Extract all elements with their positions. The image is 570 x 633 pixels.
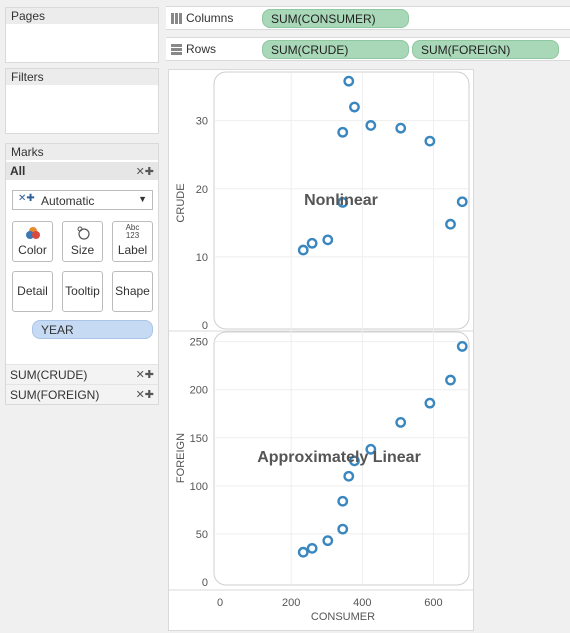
- top-pane-border: [213, 71, 470, 330]
- y-tick-label: 250: [190, 337, 208, 349]
- rows-icon: [171, 44, 182, 55]
- crude-point[interactable]: [424, 135, 436, 147]
- shape-label: Shape: [115, 284, 150, 298]
- drag-field-icon: ✕✚: [135, 369, 154, 381]
- scatter-chart-view[interactable]: 0 10 20 30 0 50 100 150 200 250 0 200 400 600 CRUDE F…: [168, 69, 474, 631]
- rows-pill-crude-label: SUM(CRUDE): [271, 43, 349, 57]
- foreign-point[interactable]: [306, 542, 318, 554]
- crude-point[interactable]: [395, 122, 407, 134]
- pages-shelf[interactable]: Pages: [5, 7, 159, 63]
- pages-title: Pages: [6, 8, 158, 24]
- marks-measure-foreign[interactable]: SUM(FOREIGN) ✕✚: [6, 384, 158, 404]
- size-icon: [77, 226, 90, 240]
- crude-point[interactable]: [349, 101, 360, 113]
- columns-pill-label: SUM(CONSUMER): [271, 12, 376, 26]
- drag-field-icon: ✕✚: [135, 166, 154, 178]
- x-tick-label: 400: [353, 597, 371, 609]
- size-button[interactable]: Size: [62, 221, 103, 262]
- color-label: Color: [18, 243, 47, 257]
- y-tick-label: 50: [196, 529, 208, 541]
- rows-pill-foreign-label: SUM(FOREIGN): [421, 43, 511, 57]
- foreign-point[interactable]: [343, 470, 355, 482]
- rows-label: Rows: [186, 42, 217, 56]
- columns-label: Columns: [186, 11, 234, 25]
- y-tick-label: 10: [196, 252, 208, 264]
- size-label: Size: [70, 243, 95, 257]
- marks-measure-foreign-label: SUM(FOREIGN): [10, 388, 100, 402]
- y-tick-label: 150: [190, 433, 208, 445]
- y-tick-label: 0: [202, 320, 208, 332]
- drag-field-icon: ✕✚: [135, 389, 154, 401]
- tooltip-button[interactable]: Tooltip: [62, 271, 103, 312]
- year-detail-pill[interactable]: YEAR: [32, 320, 153, 339]
- marks-all-label: All: [10, 164, 26, 178]
- marks-measure-crude-label: SUM(CRUDE): [10, 368, 88, 382]
- crude-point[interactable]: [306, 237, 318, 249]
- crude-point[interactable]: [343, 75, 355, 87]
- shape-button[interactable]: Shape: [112, 271, 153, 312]
- foreign-point[interactable]: [445, 374, 456, 386]
- x-tick-label: 0: [217, 597, 223, 609]
- rows-pill-foreign[interactable]: SUM(FOREIGN): [412, 40, 559, 59]
- chevron-down-icon: ▼: [138, 194, 147, 204]
- rows-shelf[interactable]: Rows SUM(CRUDE) SUM(FOREIGN): [166, 37, 570, 61]
- crude-point[interactable]: [456, 196, 468, 208]
- x-axis-label: CONSUMER: [311, 611, 375, 623]
- foreign-point[interactable]: [337, 495, 349, 507]
- foreign-point[interactable]: [322, 535, 334, 547]
- crude-point[interactable]: [297, 244, 309, 256]
- foreign-point[interactable]: [349, 455, 360, 467]
- detail-button[interactable]: Detail: [12, 271, 53, 312]
- label-icon: Abc 123: [125, 223, 140, 240]
- color-button[interactable]: Color: [12, 221, 53, 262]
- label-label: Label: [117, 243, 148, 257]
- nonlinear-annotation: Nonlinear: [304, 192, 378, 209]
- bottom-y-axis-label: FOREIGN: [175, 433, 187, 483]
- automatic-mark-icon: ✕✚: [18, 193, 35, 204]
- filters-title: Filters: [6, 69, 158, 85]
- marks-title: Marks: [6, 144, 158, 160]
- y-tick-label: 200: [190, 385, 208, 397]
- crude-point[interactable]: [445, 218, 456, 230]
- crude-point[interactable]: [365, 120, 377, 131]
- columns-icon: [171, 13, 182, 24]
- label-button[interactable]: Abc 123 Label: [112, 221, 153, 262]
- bottom-pane-border: [213, 331, 470, 586]
- foreign-point[interactable]: [456, 341, 468, 352]
- crude-point[interactable]: [337, 197, 349, 208]
- detail-label: Detail: [17, 284, 48, 298]
- top-y-axis-label: CRUDE: [175, 183, 187, 222]
- tooltip-label: Tooltip: [65, 284, 100, 298]
- marks-card: Marks All ✕✚ ✕✚ Automatic ▼ Color Size A…: [5, 143, 159, 405]
- mark-type-value: Automatic: [41, 194, 95, 208]
- y-tick-label: 0: [202, 577, 208, 589]
- linear-annotation: Approximately Linear: [257, 449, 421, 466]
- marks-all-row[interactable]: All ✕✚: [6, 162, 158, 180]
- foreign-point[interactable]: [297, 546, 309, 558]
- crude-point[interactable]: [337, 126, 349, 138]
- foreign-point[interactable]: [337, 523, 349, 535]
- y-tick-label: 30: [196, 116, 208, 128]
- columns-pill-consumer[interactable]: SUM(CONSUMER): [262, 9, 409, 28]
- marks-measure-crude[interactable]: SUM(CRUDE) ✕✚: [6, 364, 158, 384]
- color-icon: [26, 227, 40, 239]
- x-tick-label: 200: [282, 597, 300, 609]
- filters-shelf[interactable]: Filters: [5, 68, 159, 134]
- year-pill-label: YEAR: [41, 323, 74, 337]
- mark-type-dropdown[interactable]: ✕✚ Automatic ▼: [12, 190, 153, 210]
- x-tick-label: 600: [424, 597, 442, 609]
- y-tick-label: 100: [190, 481, 208, 493]
- foreign-point[interactable]: [424, 397, 436, 409]
- columns-shelf[interactable]: Columns SUM(CONSUMER): [166, 6, 570, 30]
- foreign-point[interactable]: [365, 443, 377, 455]
- crude-point[interactable]: [322, 234, 334, 246]
- y-tick-label: 20: [196, 184, 208, 196]
- rows-pill-crude[interactable]: SUM(CRUDE): [262, 40, 409, 59]
- foreign-point[interactable]: [395, 416, 407, 428]
